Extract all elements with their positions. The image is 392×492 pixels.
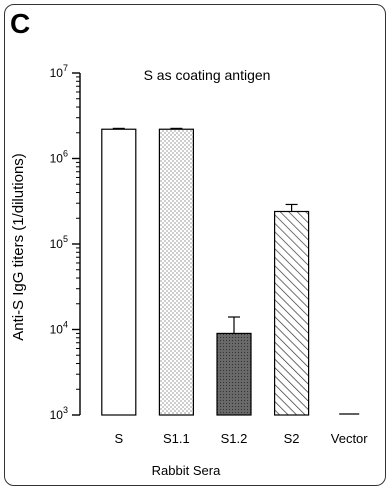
y-ticks: 103 104 105 106 107 bbox=[50, 63, 80, 422]
bar-s1-1 bbox=[158, 128, 194, 416]
x-tick-label: S2 bbox=[284, 431, 300, 446]
x-axis-label: Rabbit Sera bbox=[152, 463, 221, 478]
bar-s2 bbox=[274, 210, 310, 416]
bar-s1-2 bbox=[216, 332, 252, 416]
bars bbox=[101, 127, 360, 416]
bar-s bbox=[101, 128, 137, 416]
y-tick-label: 106 bbox=[50, 149, 68, 166]
x-tick-label: S1.2 bbox=[221, 431, 248, 446]
chart-title: S as coating antigen bbox=[144, 67, 271, 83]
x-tick-label: S bbox=[114, 431, 123, 446]
panel-label: C bbox=[10, 8, 31, 39]
y-tick-label: 104 bbox=[50, 320, 68, 337]
y-axis-label: Anti-S IgG titers (1/dilutions) bbox=[10, 153, 27, 341]
x-tick-label: Vector bbox=[331, 431, 369, 446]
y-tick-label: 103 bbox=[50, 405, 68, 422]
y-tick-label: 107 bbox=[50, 63, 68, 80]
x-tick-label: S1.1 bbox=[163, 431, 190, 446]
y-tick-label: 105 bbox=[50, 234, 68, 251]
panel-frame bbox=[4, 4, 386, 486]
x-ticks: S S1.1 S1.2 S2 Vector bbox=[114, 431, 368, 446]
